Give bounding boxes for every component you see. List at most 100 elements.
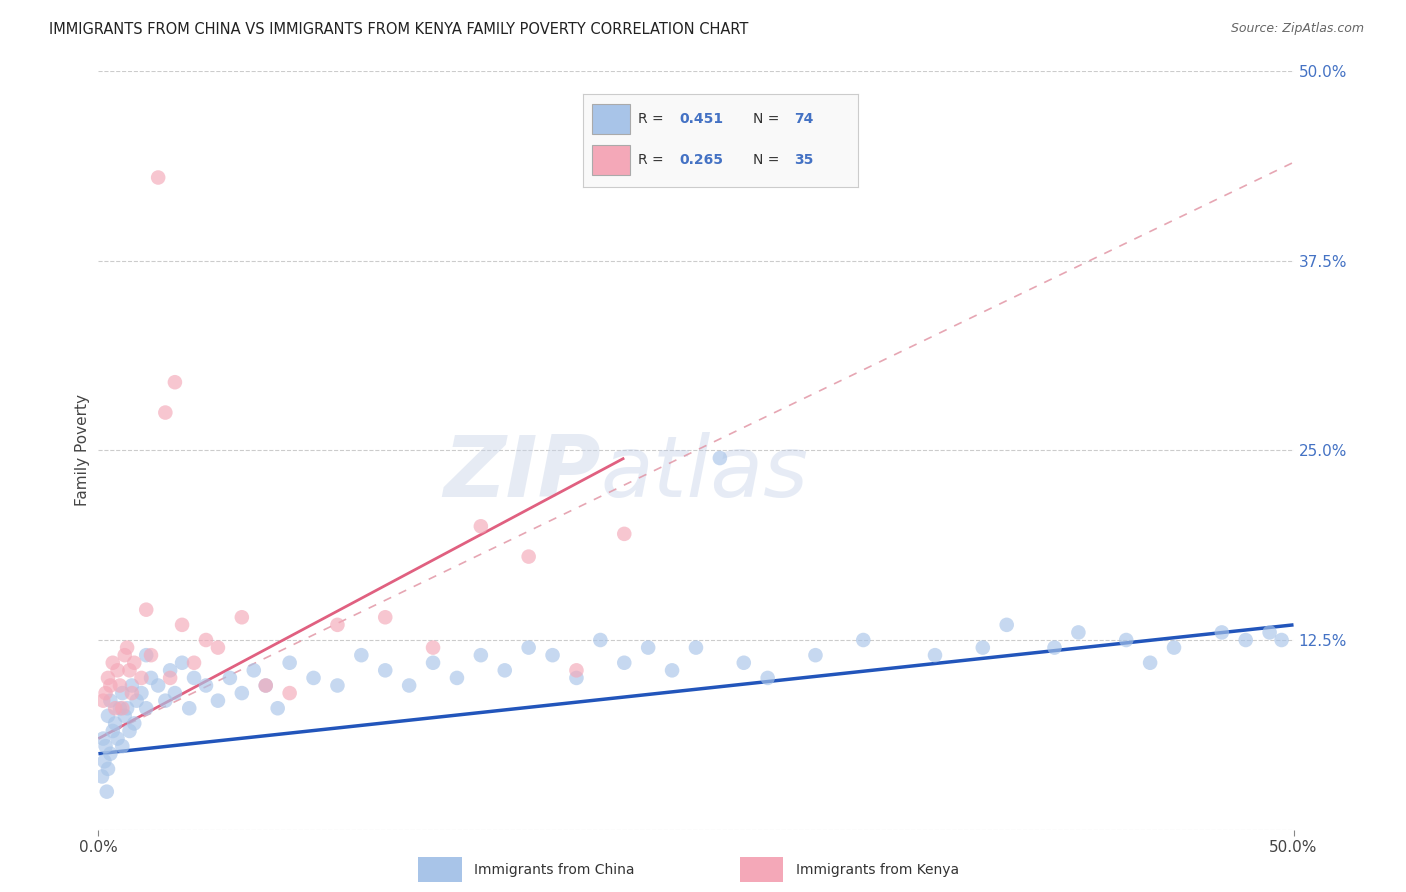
Point bbox=[114, 648, 136, 662]
Point bbox=[207, 694, 229, 708]
Point bbox=[111, 686, 134, 700]
Point bbox=[93, 755, 115, 769]
Point bbox=[517, 549, 540, 564]
Point bbox=[97, 671, 120, 685]
Point bbox=[995, 617, 1018, 632]
Point bbox=[924, 648, 946, 662]
Text: 74: 74 bbox=[794, 112, 814, 126]
Text: IMMIGRANTS FROM CHINA VS IMMIGRANTS FROM KENYA FAMILY POVERTY CORRELATION CHART: IMMIGRANTS FROM CHINA VS IMMIGRANTS FROM… bbox=[49, 22, 748, 37]
Point bbox=[159, 664, 181, 678]
Point bbox=[517, 640, 540, 655]
Point bbox=[135, 603, 157, 617]
Point bbox=[565, 671, 588, 685]
Text: N =: N = bbox=[754, 112, 785, 126]
Point bbox=[179, 701, 201, 715]
Text: 0.451: 0.451 bbox=[679, 112, 724, 126]
Point bbox=[139, 671, 162, 685]
Point bbox=[91, 694, 114, 708]
Point bbox=[121, 686, 143, 700]
Point bbox=[494, 664, 516, 678]
Point bbox=[1211, 625, 1233, 640]
Point bbox=[326, 678, 349, 692]
Point bbox=[124, 656, 146, 670]
Point bbox=[121, 678, 143, 692]
Point bbox=[852, 633, 875, 648]
Point bbox=[254, 678, 277, 692]
Text: ZIP: ZIP bbox=[443, 432, 600, 515]
Point bbox=[131, 686, 153, 700]
Point bbox=[96, 785, 118, 799]
Point bbox=[97, 708, 120, 723]
Point bbox=[541, 648, 564, 662]
Point bbox=[613, 656, 636, 670]
Point bbox=[125, 694, 148, 708]
Point bbox=[1163, 640, 1185, 655]
Point bbox=[97, 762, 120, 776]
Point bbox=[172, 617, 194, 632]
Text: Immigrants from China: Immigrants from China bbox=[474, 863, 634, 877]
Point bbox=[101, 656, 124, 670]
Point bbox=[94, 686, 117, 700]
Point bbox=[98, 678, 122, 692]
Point bbox=[104, 701, 127, 715]
Point bbox=[163, 686, 186, 700]
Point bbox=[756, 671, 779, 685]
Bar bbox=[592, 145, 630, 175]
Point bbox=[135, 648, 157, 662]
Point bbox=[398, 678, 420, 692]
Point bbox=[148, 678, 170, 692]
Point bbox=[1139, 656, 1161, 670]
Point bbox=[804, 648, 827, 662]
Point bbox=[972, 640, 994, 655]
Point bbox=[101, 724, 124, 739]
Bar bbox=[419, 857, 461, 882]
Point bbox=[183, 671, 205, 685]
Text: atlas: atlas bbox=[600, 432, 808, 515]
Point bbox=[422, 656, 444, 670]
Point bbox=[1271, 633, 1294, 648]
Point bbox=[278, 686, 301, 700]
Text: Source: ZipAtlas.com: Source: ZipAtlas.com bbox=[1230, 22, 1364, 36]
Point bbox=[195, 633, 218, 648]
Point bbox=[243, 664, 266, 678]
Text: R =: R = bbox=[638, 153, 668, 167]
Point bbox=[114, 708, 136, 723]
Point bbox=[135, 701, 157, 715]
Point bbox=[350, 648, 373, 662]
Point bbox=[108, 701, 131, 715]
Point bbox=[302, 671, 325, 685]
Point bbox=[1258, 625, 1281, 640]
Point bbox=[1115, 633, 1137, 648]
Point bbox=[183, 656, 205, 670]
Point bbox=[107, 731, 129, 746]
Point bbox=[470, 648, 492, 662]
Point bbox=[470, 519, 492, 533]
Point bbox=[155, 405, 177, 420]
Point bbox=[115, 640, 138, 655]
Text: R =: R = bbox=[638, 112, 668, 126]
Point bbox=[195, 678, 218, 692]
Point bbox=[254, 678, 277, 692]
Point bbox=[107, 664, 129, 678]
Point bbox=[115, 701, 138, 715]
Point bbox=[118, 724, 141, 739]
Point bbox=[91, 769, 114, 784]
Point bbox=[108, 678, 131, 692]
Point bbox=[685, 640, 707, 655]
Bar bbox=[740, 857, 783, 882]
Point bbox=[98, 747, 122, 761]
Point bbox=[661, 664, 683, 678]
Point bbox=[231, 686, 253, 700]
Point bbox=[637, 640, 659, 655]
Point bbox=[374, 664, 396, 678]
Point bbox=[148, 170, 170, 185]
Point bbox=[733, 656, 755, 670]
Point bbox=[1234, 633, 1257, 648]
Point bbox=[131, 671, 153, 685]
Point bbox=[155, 694, 177, 708]
Point bbox=[1067, 625, 1090, 640]
Point bbox=[207, 640, 229, 655]
Point bbox=[267, 701, 290, 715]
Point bbox=[91, 731, 114, 746]
Point bbox=[709, 451, 731, 466]
